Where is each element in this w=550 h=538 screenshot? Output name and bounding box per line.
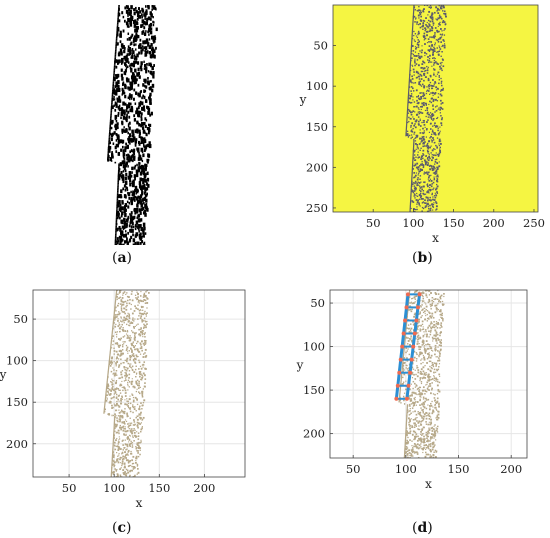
panel-b-xtick-label-2: 150 (443, 216, 465, 230)
panel-d-marker-left-0 (405, 292, 410, 297)
panel-b-ylabel: y (299, 93, 307, 107)
caption-d-open: ( (412, 520, 418, 536)
panel-c-xtick-label-2: 150 (148, 481, 170, 495)
panel-c-xtick-label-0: 50 (62, 481, 77, 495)
caption-b: (b) (412, 250, 433, 266)
caption-b-close: ) (427, 250, 433, 266)
panel-d-ytick-label-1: 100 (303, 340, 325, 354)
panel-c-xtick-label-1: 100 (103, 481, 125, 495)
panel-d-marker-left-4 (400, 344, 405, 349)
caption-a-letter: a (117, 250, 127, 266)
panel-d-marker-right-8 (404, 396, 409, 401)
panel-b-xtick-label-4: 250 (523, 216, 545, 230)
caption-a-close: ) (126, 250, 133, 266)
panel-c-xtick-label-3: 200 (193, 481, 215, 495)
panel-b-chart: 50 100 150 200 250 50 100 150 200 250 x y (299, 4, 545, 245)
panel-b-xlabel: x (432, 231, 439, 245)
panel-b-xtick-label-1: 100 (402, 216, 424, 230)
panel-c-ytick-label-1: 100 (6, 354, 28, 368)
panel-c-ytick-label-2: 150 (6, 395, 28, 409)
panel-d-xtick-label-2: 150 (448, 462, 470, 476)
panel-b-pixel-pattern (405, 5, 447, 212)
panel-b-ytick-label-3: 200 (306, 160, 328, 174)
panel-d-xtick-label-0: 50 (346, 462, 361, 476)
panel-c-pixel-pattern (103, 290, 150, 477)
panel-b-ytick-label-0: 50 (313, 39, 328, 53)
panel-a-chart (107, 5, 158, 245)
panel-d-marker-left-1 (404, 305, 409, 310)
panel-d-marker-left-8 (394, 396, 399, 401)
panel-d-ylabel: y (296, 358, 304, 372)
panel-c-ytick-label-0: 50 (13, 312, 28, 326)
panel-d-marker-left-7 (395, 383, 400, 388)
caption-b-open: ( (412, 250, 418, 266)
panel-c-ytick-label-3: 200 (6, 437, 28, 451)
panel-d-marker-right-3 (412, 331, 417, 336)
panel-d-xlabel: x (425, 477, 432, 491)
panel-d-marker-right-7 (406, 383, 411, 388)
panel-d-ytick-label-0: 50 (310, 296, 325, 310)
caption-c-letter: c (117, 520, 126, 536)
caption-b-letter: b (417, 250, 428, 266)
caption-d-letter: d (417, 520, 428, 536)
caption-d: (d) (412, 520, 433, 536)
caption-a: (a) (112, 250, 132, 266)
panel-d-marker-right-5 (409, 357, 414, 362)
panel-d-marker-left-5 (398, 357, 403, 362)
caption-a-open: ( (112, 250, 118, 266)
panel-d-ytick-label-3: 200 (303, 427, 325, 441)
panel-d-chart: 50 100 150 200 50 100 150 200 x y (296, 289, 528, 491)
panel-d-marker-right-2 (414, 318, 419, 323)
panel-d-frame (329, 289, 528, 459)
panel-b-frame (332, 4, 539, 213)
panel-b-ytick-label-2: 150 (306, 120, 328, 134)
panel-d-marker-left-3 (401, 331, 406, 336)
panel-d-marker-right-4 (411, 344, 416, 349)
caption-d-close: ) (427, 520, 433, 536)
panel-c-frame (32, 289, 246, 478)
panel-d-ytick-label-2: 150 (303, 383, 325, 397)
panel-d-marker-left-6 (397, 370, 402, 375)
panel-d-xtick-label-1: 100 (395, 462, 417, 476)
panel-d-marker-right-1 (415, 305, 420, 310)
panel-d-marker-right-6 (408, 370, 413, 375)
caption-c-close: ) (126, 520, 132, 536)
panel-b-background (333, 5, 538, 212)
panel-a-pixel-pattern (107, 5, 158, 245)
panel-b-ytick-label-4: 250 (306, 201, 328, 215)
panel-c-ylabel: y (0, 368, 7, 382)
panel-b-ytick-label-1: 100 (306, 79, 328, 93)
panel-d-marker-left-2 (403, 318, 408, 323)
panel-c-chart: 50 100 150 200 50 100 150 200 x y (0, 289, 246, 510)
panel-b-xtick-label-0: 50 (366, 216, 381, 230)
caption-c: (c) (112, 520, 131, 536)
panel-d-marker-right-0 (417, 292, 422, 297)
caption-c-open: ( (112, 520, 118, 536)
panel-b-xtick-label-3: 200 (483, 216, 505, 230)
panel-d-xtick-label-3: 200 (500, 462, 522, 476)
panel-c-xlabel: x (136, 496, 143, 510)
